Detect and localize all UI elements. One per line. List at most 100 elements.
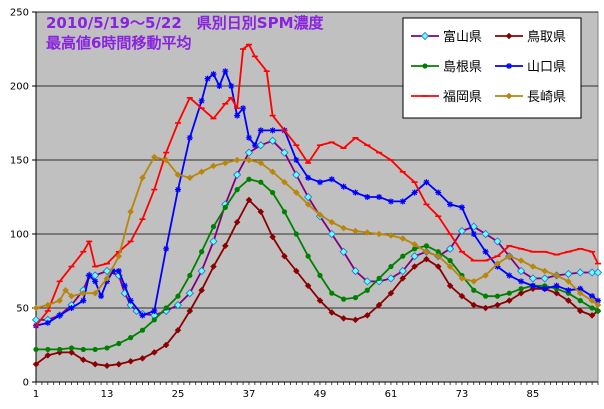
data-point (223, 205, 228, 210)
data-point (447, 201, 453, 207)
data-point (222, 68, 228, 74)
data-point (400, 198, 406, 204)
data-point (175, 187, 181, 193)
data-point (57, 312, 63, 318)
data-point (199, 249, 204, 254)
y-tick-label: 150 (10, 156, 29, 167)
data-point (116, 341, 121, 346)
legend-marker (506, 63, 512, 69)
data-point (329, 291, 334, 296)
data-point (68, 305, 74, 311)
legend-label: 鳥取県 (527, 30, 566, 45)
data-point (306, 254, 311, 259)
data-point (69, 345, 74, 350)
data-point (423, 179, 429, 185)
data-point (448, 258, 453, 263)
data-point (104, 345, 109, 350)
data-point (293, 157, 299, 163)
x-tick-label: 25 (172, 389, 185, 400)
data-point (33, 347, 38, 352)
data-point (81, 347, 86, 352)
x-tick-label: 49 (314, 389, 327, 400)
data-point (294, 231, 299, 236)
data-point (163, 246, 169, 252)
data-point (412, 190, 418, 196)
data-point (258, 180, 263, 185)
data-point (240, 105, 246, 111)
data-point (317, 179, 323, 185)
data-point (542, 286, 548, 292)
data-point (364, 194, 370, 200)
data-point (483, 249, 489, 255)
data-point (205, 76, 211, 82)
data-point (216, 83, 222, 89)
data-point (187, 273, 192, 278)
data-point (507, 291, 512, 296)
y-tick-label: 250 (10, 8, 29, 19)
chart-title: 2010/5/19～5/22 県別日別SPM濃度 (46, 14, 325, 32)
data-point (116, 268, 122, 274)
data-point (246, 177, 251, 182)
data-point (187, 135, 193, 141)
data-point (305, 175, 311, 181)
legend-label: 福岡県 (443, 90, 482, 105)
data-point (80, 298, 86, 304)
y-tick-label: 50 (16, 304, 29, 315)
chart-subtitle: 最高値6時間移動平均 (46, 34, 191, 52)
data-point (400, 254, 405, 259)
data-point (270, 190, 275, 195)
data-point (139, 312, 145, 318)
y-tick-label: 200 (10, 82, 29, 93)
legend-label: 長崎県 (527, 90, 566, 105)
y-tick-label: 0 (23, 378, 29, 389)
data-point (506, 272, 512, 278)
data-point (353, 295, 358, 300)
data-point (459, 204, 465, 210)
data-point (235, 187, 240, 192)
data-point (595, 308, 600, 313)
x-tick-label: 37 (243, 389, 256, 400)
data-point (341, 297, 346, 302)
data-point (282, 209, 287, 214)
data-point (352, 190, 358, 196)
data-point (471, 231, 477, 237)
data-point (140, 328, 145, 333)
data-point (199, 98, 205, 104)
data-point (589, 305, 594, 310)
data-point (483, 294, 488, 299)
data-point (365, 288, 370, 293)
data-point (435, 190, 441, 196)
legend-marker (422, 63, 427, 68)
data-point (122, 283, 128, 289)
data-point (270, 127, 276, 133)
data-point (151, 308, 157, 314)
x-tick-label: 73 (456, 389, 469, 400)
data-point (578, 298, 583, 303)
data-point (471, 288, 476, 293)
data-point (152, 317, 157, 322)
data-point (377, 276, 382, 281)
data-point (252, 142, 258, 148)
data-point (128, 335, 133, 340)
legend-label: 富山県 (443, 29, 482, 45)
data-point (45, 347, 50, 352)
data-point (57, 347, 62, 352)
data-point (164, 305, 169, 310)
data-point (175, 294, 180, 299)
x-tick-label: 1 (33, 389, 39, 400)
x-tick-label: 13 (101, 389, 114, 400)
data-point (518, 286, 523, 291)
data-point (86, 272, 92, 278)
x-tick-label: 85 (527, 389, 540, 400)
data-point (388, 198, 394, 204)
y-tick-label: 100 (10, 230, 29, 241)
data-point (246, 135, 252, 141)
data-point (341, 184, 347, 190)
data-point (329, 176, 335, 182)
data-point (98, 293, 104, 299)
data-point (376, 194, 382, 200)
data-point (128, 298, 134, 304)
